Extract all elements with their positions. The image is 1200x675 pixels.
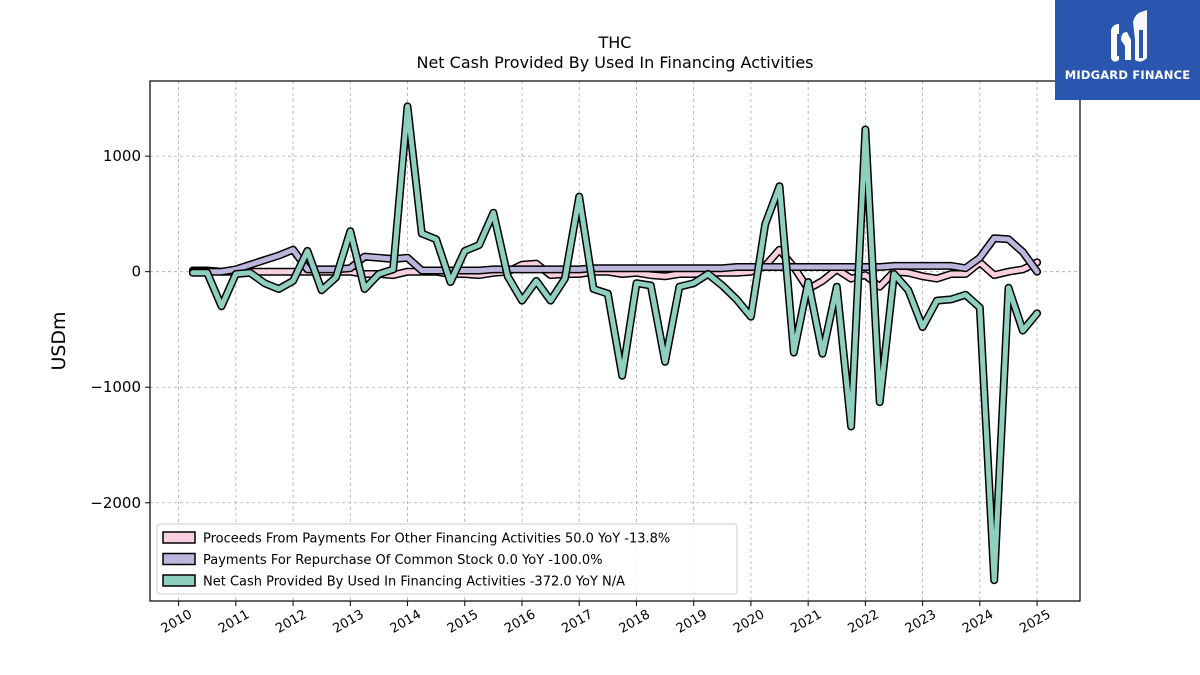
legend-label: Net Cash Provided By Used In Financing A… bbox=[203, 575, 625, 590]
series-layer bbox=[188, 102, 1042, 585]
brand-logo: MIDGARD FINANCE bbox=[1055, 0, 1200, 100]
y-tick-label: 1000 bbox=[103, 147, 141, 165]
legend: Proceeds From Payments For Other Financi… bbox=[156, 523, 738, 595]
legend-swatch bbox=[162, 531, 196, 544]
legend-label: Proceeds From Payments For Other Financi… bbox=[203, 532, 670, 547]
y-tick-label: −1000 bbox=[90, 378, 141, 396]
chart-subtitle: Net Cash Provided By Used In Financing A… bbox=[416, 53, 813, 72]
chart-title: THC bbox=[598, 33, 632, 52]
y-tick-label: −2000 bbox=[90, 494, 141, 512]
y-tick-label: 0 bbox=[131, 263, 141, 281]
series-line bbox=[190, 103, 1040, 583]
series-line-group bbox=[188, 234, 1042, 276]
series-line-group bbox=[188, 102, 1042, 585]
series-line bbox=[190, 235, 1040, 275]
legend-label: Payments For Repurchase Of Common Stock … bbox=[203, 553, 603, 568]
legend-box bbox=[156, 523, 738, 595]
brand-name: MIDGARD FINANCE bbox=[1064, 68, 1191, 82]
legend-swatch bbox=[162, 552, 196, 566]
plot-frame bbox=[149, 80, 1081, 602]
midgard-logo-icon bbox=[1055, 0, 1200, 100]
y-axis-label: USDm bbox=[48, 311, 70, 370]
legend-swatch bbox=[162, 574, 196, 587]
